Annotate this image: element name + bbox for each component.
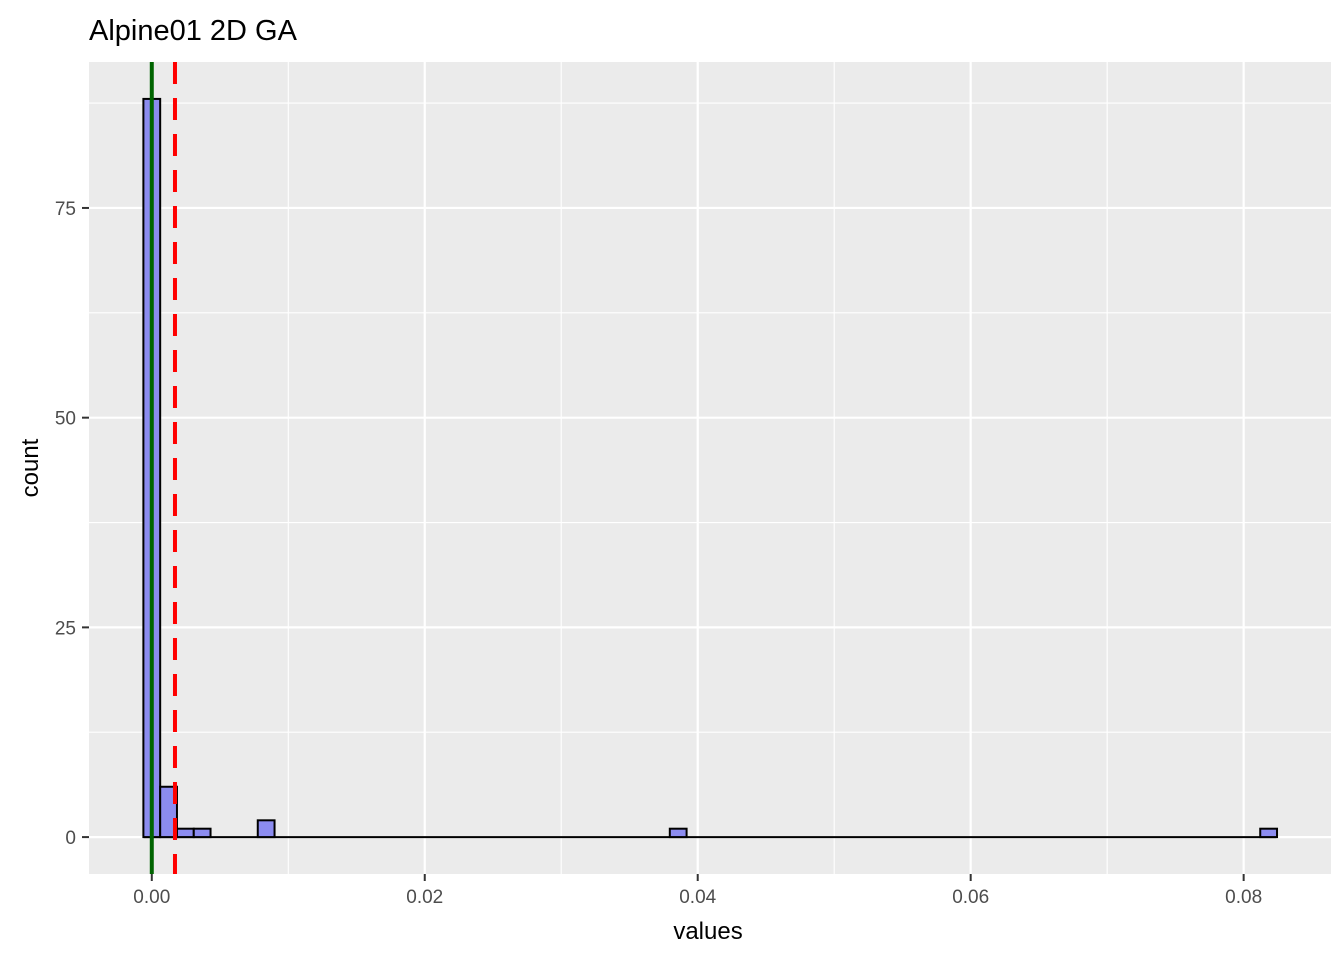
- y-tick-label: 25: [55, 618, 76, 639]
- reference-lines: [149, 62, 177, 874]
- x-tick-label: 0.00: [133, 887, 170, 908]
- histogram-bar: [1259, 827, 1279, 839]
- y-axis: 0 25 50 75: [55, 199, 89, 849]
- y-axis-title: count: [17, 438, 44, 497]
- histogram-bar: [256, 819, 276, 839]
- x-axis-title: values: [673, 918, 742, 945]
- x-tick-label: 0.02: [406, 887, 443, 908]
- plot-panel: [89, 62, 1331, 874]
- x-tick-label: 0.06: [952, 887, 989, 908]
- histogram-bar: [175, 827, 195, 839]
- y-tick-label: 75: [55, 199, 76, 220]
- histogram-bar: [668, 827, 688, 839]
- y-tick-label: 50: [55, 409, 76, 430]
- histogram-bar: [192, 827, 212, 839]
- x-tick-label: 0.04: [679, 887, 716, 908]
- y-tick-label: 0: [65, 828, 76, 849]
- chart-title: Alpine01 2D GA: [89, 15, 298, 47]
- x-tick-label: 0.08: [1225, 887, 1262, 908]
- grid-minor: [89, 62, 1331, 874]
- histogram-bar: [159, 785, 178, 839]
- x-axis: 0.00 0.02 0.04 0.06 0.08: [133, 874, 1262, 908]
